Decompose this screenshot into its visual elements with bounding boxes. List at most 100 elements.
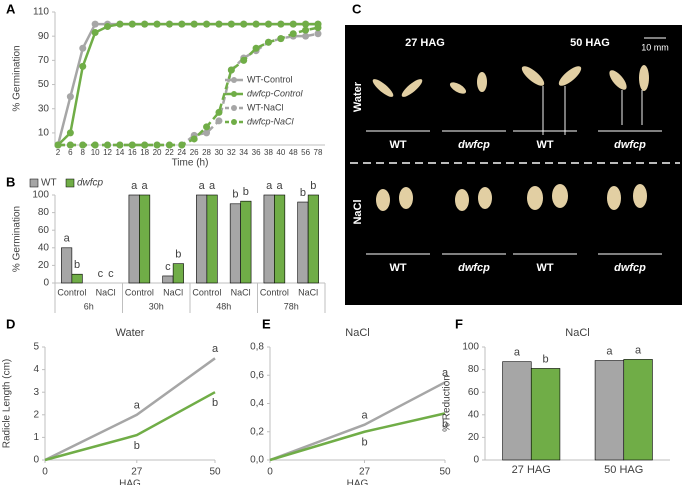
x-tick-label: 22 [165,148,174,157]
group-label: 78h [284,301,299,311]
x-tick-label: 48 [289,148,298,157]
y-tick-label: 0,6 [250,370,264,381]
series-line [44,357,216,462]
significance-letter: b [134,440,140,452]
y-tick-label: 0,0 [250,455,264,466]
x-tick-label: 50 [439,467,451,478]
point [79,141,87,149]
x-tick-label: 12 [103,148,112,157]
point [302,26,310,34]
point [178,141,186,149]
significance-letter: a [209,180,216,192]
y-tick-label: 40 [468,409,480,420]
significance-letter: a [277,180,284,192]
y-tick-label: 0,8 [250,342,264,353]
y-tick-label: 0 [43,278,49,289]
x-tick-label: 14 [115,148,124,157]
y-tick-label: 4 [33,364,39,375]
significance-letter: a [142,180,149,192]
legend-label: WT-Control [247,74,293,84]
point [165,20,173,28]
point [153,141,161,149]
bar [240,200,252,284]
significance-letter: b [361,437,367,449]
point [314,30,322,38]
y-tick-label: 1 [33,432,39,443]
x-tick-label: 78 [314,148,323,157]
x-tick-label: 0 [267,467,273,478]
point [128,141,136,149]
significance-letter: a [199,180,206,192]
legend-swatch [29,178,39,188]
significance-letter: a [606,345,613,357]
point [203,129,211,137]
significance-letter: b [310,180,316,192]
significance-letter: a [361,410,368,422]
point [277,35,285,43]
bar [297,201,309,284]
y-tick-label: 50 [38,79,50,90]
x-tick-label: 8 [81,148,86,157]
significance-letter: b [212,397,218,409]
x-axis-label: Time (h) [172,158,209,169]
point [128,20,136,28]
y-tick-label: 30 [38,103,50,114]
series-line [44,391,216,462]
point [104,23,112,31]
x-tick-label: 36 [252,148,261,157]
x-tick-label: 28 [202,148,211,157]
x-axis-label: HAG [119,479,141,485]
genotype-label: WT [536,139,553,151]
y-tick-label: 20 [468,432,480,443]
scale-label: 10 mm [641,42,669,52]
column-label: 27 HAG [405,37,445,49]
legend-marker [231,119,237,125]
panel-label: F [455,316,463,331]
significance-letter: a [64,233,71,245]
bar [502,361,532,461]
x-tick-label: NaCl [231,287,251,297]
legend-label: WT-NaCl [247,102,284,112]
significance-letter: b [300,187,306,199]
y-tick-label: 0,2 [250,426,264,437]
group-label: 48h [216,301,231,311]
y-tick-label: 20 [38,260,50,271]
y-tick-label: 110 [33,7,49,18]
x-tick-label: 26 [190,148,199,157]
bar [594,360,625,461]
point [165,141,173,149]
x-tick-label: 27 HAG [512,464,551,476]
point [153,20,161,28]
point [240,20,248,28]
point [302,20,310,28]
point [190,20,198,28]
legend-marker [231,91,237,97]
photo-background [345,25,682,305]
bar [172,263,184,284]
point [116,141,124,149]
x-tick-label: 24 [177,148,186,157]
x-tick-label: 32 [227,148,236,157]
point [240,56,248,64]
point [54,141,62,149]
legend-label: WT [41,178,57,189]
genotype-label: dwfcp [458,139,490,151]
point [264,20,272,28]
x-tick-label: 56 [301,148,310,157]
legend-marker [231,77,237,83]
x-tick-label: 50 [209,467,221,478]
bar [206,194,218,284]
point [79,44,87,52]
point [141,141,149,149]
y-tick-label: 10 [38,128,50,139]
series-line [57,22,318,146]
significance-letter: a [134,400,141,412]
genotype-label: dwfcp [614,139,646,151]
series-line [56,22,318,146]
y-tick-label: 90 [38,31,50,42]
point [215,20,223,28]
bar [61,247,73,284]
significance-letter: c [98,268,104,280]
x-tick-label: Control [260,287,289,297]
